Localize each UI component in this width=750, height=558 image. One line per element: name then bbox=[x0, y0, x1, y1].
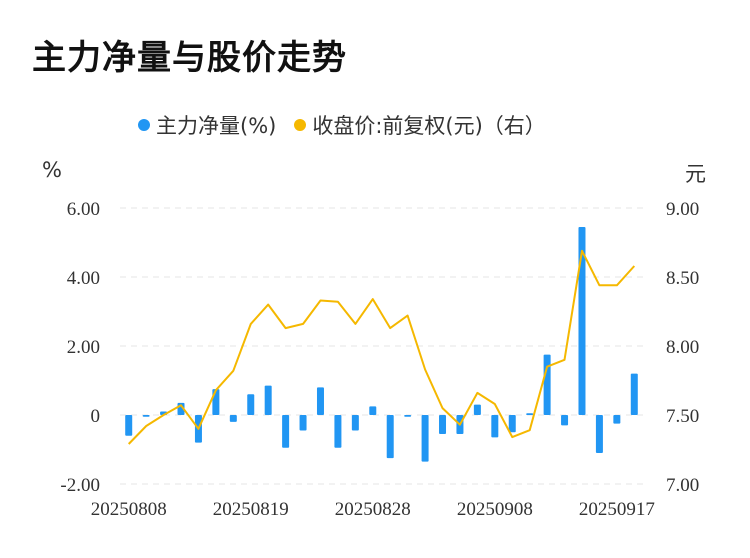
bar-20250915[interactable] bbox=[578, 226, 586, 415]
bar-20250908[interactable] bbox=[491, 415, 499, 438]
bar-20250818[interactable] bbox=[229, 415, 237, 422]
right-tick-label: 8.50 bbox=[666, 268, 699, 289]
bar-20250829[interactable] bbox=[386, 415, 394, 459]
left-tick-label: 2.00 bbox=[67, 337, 100, 358]
bar-20250811[interactable] bbox=[142, 415, 150, 417]
bar-20250912[interactable] bbox=[561, 415, 569, 426]
right-tick-label: 7.50 bbox=[666, 406, 699, 427]
x-tick-label: 20250808 bbox=[91, 499, 167, 520]
x-tick-label: 20250828 bbox=[335, 499, 411, 520]
bar-20250903[interactable] bbox=[439, 415, 447, 434]
legend-label-net-volume: 主力净量(%) bbox=[156, 114, 277, 138]
right-axis-unit: 元 bbox=[685, 162, 706, 186]
left-tick-label: 0 bbox=[91, 406, 101, 427]
bar-20250909[interactable] bbox=[508, 415, 516, 433]
right-tick-label: 7.00 bbox=[666, 475, 699, 496]
legend: 主力净量(%) 收盘价:前复权(元)（右） bbox=[138, 110, 564, 140]
chart-title: 主力净量与股价走势 bbox=[32, 38, 347, 78]
bar-20250827[interactable] bbox=[351, 415, 359, 431]
legend-item-close-price[interactable]: 收盘价:前复权(元)（右） bbox=[294, 110, 546, 140]
left-tick-label: 4.00 bbox=[67, 268, 100, 289]
left-tick-label: 6.00 bbox=[67, 199, 100, 220]
bar-20250902[interactable] bbox=[421, 415, 429, 462]
legend-dot-net-volume bbox=[138, 119, 150, 131]
bar-20250825[interactable] bbox=[316, 387, 324, 415]
bar-20250917[interactable] bbox=[613, 415, 621, 424]
x-tick-label: 20250908 bbox=[457, 499, 533, 520]
x-tick-label: 20250917 bbox=[579, 499, 655, 520]
x-tick-label: 20250819 bbox=[213, 499, 289, 520]
bar-20250910[interactable] bbox=[526, 413, 534, 415]
bar-20250822[interactable] bbox=[299, 415, 307, 431]
bar-20250819[interactable] bbox=[247, 394, 255, 415]
bar-20250916[interactable] bbox=[595, 415, 603, 453]
close-price-line[interactable] bbox=[127, 249, 636, 445]
left-axis-unit: % bbox=[42, 158, 62, 182]
bar-20250815[interactable] bbox=[212, 389, 220, 415]
bar-20250918[interactable] bbox=[630, 373, 638, 415]
legend-label-close-price: 收盘价:前复权(元)（右） bbox=[312, 114, 546, 138]
right-tick-label: 9.00 bbox=[666, 199, 699, 220]
legend-dot-close-price bbox=[294, 119, 307, 131]
bar-20250821[interactable] bbox=[282, 415, 290, 448]
bar-20250826[interactable] bbox=[334, 415, 342, 448]
bar-20250905[interactable] bbox=[473, 404, 481, 415]
left-tick-label: -2.00 bbox=[60, 475, 100, 496]
bar-20250820[interactable] bbox=[264, 385, 272, 415]
bar-20250901[interactable] bbox=[404, 415, 412, 417]
bar-20250911[interactable] bbox=[543, 354, 551, 415]
legend-item-net-volume[interactable]: 主力净量(%) bbox=[138, 110, 276, 140]
right-tick-label: 8.00 bbox=[666, 337, 699, 358]
bar-20250828[interactable] bbox=[369, 406, 377, 415]
bar-20250808[interactable] bbox=[125, 415, 133, 436]
